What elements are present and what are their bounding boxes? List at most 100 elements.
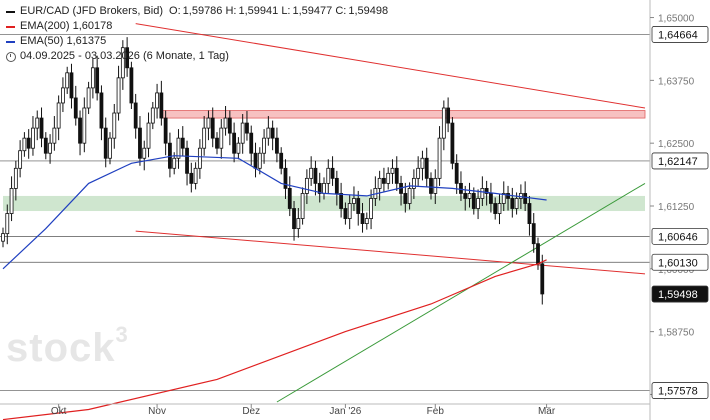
candle-body[interactable] [471,193,476,209]
candle-body[interactable] [22,137,27,152]
candle-body[interactable] [339,193,344,209]
candle-body[interactable] [31,127,35,149]
candle-body[interactable] [73,97,78,119]
candle-body[interactable] [536,243,540,265]
candle-body[interactable] [215,137,219,149]
candle-body[interactable] [369,198,373,219]
candle-body[interactable] [467,193,472,199]
candle-body[interactable] [5,213,10,235]
candle-body[interactable] [476,198,480,209]
candle-body[interactable] [82,107,87,144]
candle-body[interactable] [78,117,82,144]
candle-body[interactable] [172,157,177,169]
candle-body[interactable] [283,167,288,189]
candle-body[interactable] [103,127,108,159]
candle-body[interactable] [518,193,523,199]
candle-body[interactable] [386,172,391,184]
candle-body[interactable] [407,188,412,204]
red-trendline[interactable] [135,23,646,109]
candle-body[interactable] [146,122,151,149]
candle-body[interactable] [61,87,65,104]
candle-body[interactable] [382,177,386,184]
candle-body[interactable] [125,47,130,69]
candle-body[interactable] [138,127,142,159]
candle-body[interactable] [180,137,185,149]
candle-body[interactable] [26,137,31,149]
candle-body[interactable] [52,127,57,144]
candle-body[interactable] [129,67,134,104]
candle-body[interactable] [489,193,493,204]
candle-body[interactable] [155,92,159,109]
candle-body[interactable] [497,203,502,214]
candle-body[interactable] [227,117,232,134]
candle-body[interactable] [531,223,536,245]
candle-body[interactable] [330,167,335,179]
candle-body[interactable] [48,142,52,154]
candle-body[interactable] [287,188,292,209]
candle-body[interactable] [185,147,189,174]
candle-body[interactable] [493,203,498,214]
candle-body[interactable] [69,72,74,99]
candle-body[interactable] [142,147,147,159]
candle-body[interactable] [13,167,18,189]
candle-body[interactable] [506,193,510,199]
candle-body[interactable] [197,147,202,169]
green-trendline[interactable] [276,182,646,403]
candle-body[interactable] [326,167,331,184]
candle-body[interactable] [450,122,455,164]
candle-body[interactable] [206,117,211,129]
candle-body[interactable] [193,167,198,184]
candle-body[interactable] [108,137,112,159]
candle-body[interactable] [527,203,532,224]
candle-body[interactable] [210,117,215,139]
candle-body[interactable] [99,92,104,129]
candle-body[interactable] [304,177,309,194]
legend-ema50-row[interactable]: EMA(50) 1,61375 [6,34,388,49]
candle-body[interactable] [202,127,207,149]
candle-body[interactable] [459,182,463,194]
candle-body[interactable] [159,92,164,119]
candle-body[interactable] [112,112,117,139]
candle-body[interactable] [364,218,369,224]
candle-body[interactable] [446,107,451,124]
candle-body[interactable] [270,127,275,139]
candle-body[interactable] [86,87,91,109]
candle-body[interactable] [56,102,61,129]
candle-body[interactable] [480,188,485,199]
candle-body[interactable] [510,198,515,209]
candle-body[interactable] [360,213,365,224]
candle-body[interactable] [429,177,433,194]
candle-body[interactable] [394,167,399,184]
candle-body[interactable] [279,152,284,169]
candle-body[interactable] [313,167,318,184]
candle-body[interactable] [35,117,40,129]
candle-body[interactable] [9,188,14,214]
candle-body[interactable] [1,233,5,242]
candle-body[interactable] [245,122,249,134]
candle-body[interactable] [433,177,438,194]
candle-body[interactable] [454,162,459,184]
candle-body[interactable] [257,152,262,169]
candle-body[interactable] [120,47,125,79]
candle-body[interactable] [437,137,442,179]
candle-body[interactable] [275,137,279,154]
candle-body[interactable] [236,142,241,154]
candle-body[interactable] [176,137,181,159]
candle-body[interactable] [463,193,468,199]
candle-body[interactable] [441,107,446,139]
candle-body[interactable] [390,167,395,174]
candle-body[interactable] [514,198,519,209]
candle-body[interactable] [150,107,155,124]
candle-body[interactable] [262,137,266,154]
candle-body[interactable] [420,157,425,169]
candle-body[interactable] [343,208,348,219]
candle-body[interactable] [322,182,326,194]
candle-body[interactable] [223,117,228,129]
candle-body[interactable] [163,117,168,144]
candle-body[interactable] [403,193,408,204]
candle-body[interactable] [18,150,23,169]
candle-body[interactable] [116,77,121,114]
candle-body[interactable] [133,102,138,129]
candle-body[interactable] [266,127,271,139]
